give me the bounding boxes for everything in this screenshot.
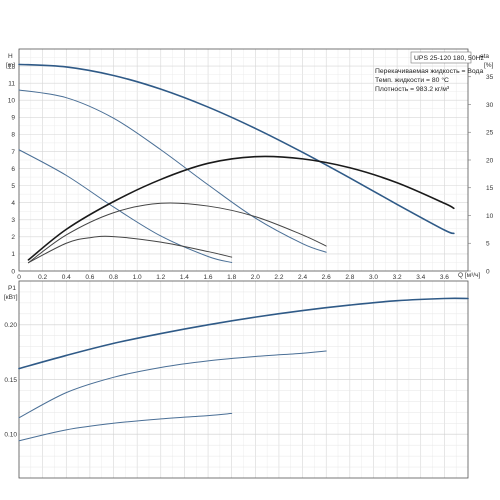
power-grid [18, 281, 468, 478]
power-curve-2 [18, 412, 233, 442]
power-curve-1 [18, 350, 327, 419]
y-tick-label: 12 [8, 63, 16, 70]
y2-tick-label: 20 [486, 157, 494, 164]
y-tick-label: 10 [8, 98, 16, 105]
y-tick-label: 6 [11, 166, 15, 173]
y-tick-label: 2 [11, 234, 15, 241]
x-tick-label: 1.2 [156, 274, 165, 281]
x-tick-label: 3.0 [369, 274, 378, 281]
x-tick-label: 0.2 [38, 274, 47, 281]
power-y-tick-label: 0.10 [4, 432, 17, 439]
power-tick-labels: 0.10 0.15 0.20 [4, 322, 17, 438]
x-tick-label: 2.6 [322, 274, 331, 281]
chart-title: UPS 25-120 180, 50Hz [414, 55, 485, 62]
info-line-density: Плотность = 983.2 кг/м³ [375, 86, 450, 93]
y2-axis-label: eta [480, 53, 489, 60]
x-tick-label: 0.8 [109, 274, 118, 281]
y2-tick-label: 5 [486, 241, 490, 248]
x-tick-label: 2.8 [345, 274, 354, 281]
info-line-fluid: Перекачиваемая жидкость = Вода [375, 68, 484, 75]
y2-tick-label: 0 [486, 268, 490, 275]
y-tick-label: 11 [8, 80, 15, 87]
y-axis-label: H [8, 53, 13, 60]
y2-tick-label: 25 [486, 130, 494, 137]
title-box [410, 51, 472, 64]
power-panel: 0.10 0.15 0.20 P1 [кВт] [4, 280, 469, 479]
head-curve-2 [18, 149, 233, 263]
efficiency-curve-5 [27, 235, 233, 264]
power-curve-0 [18, 297, 469, 370]
x-tick-label: 3.6 [440, 274, 449, 281]
x-tick-label: 0 [17, 274, 21, 281]
efficiency-curve-4 [27, 202, 327, 264]
y-axis-unit: [m] [6, 62, 15, 69]
y-tick-label: 7 [11, 149, 15, 156]
y2-tick-label: 35 [486, 74, 494, 81]
y-tick-label: 4 [11, 200, 15, 207]
y-tick-label: 1 [11, 251, 15, 258]
head-curve-0 [18, 63, 455, 235]
x-tick-label: 2.0 [251, 274, 260, 281]
y2-tick-label: 15 [486, 185, 494, 192]
y2-axis-unit: [%] [484, 62, 494, 69]
y-tick-label: 8 [11, 132, 15, 139]
x-tick-label: 3.4 [416, 274, 425, 281]
power-plot-frame [18, 280, 469, 479]
power-axis-unit: [кВт] [4, 294, 18, 301]
power-axis-label: P1 [8, 285, 16, 292]
power-y-tick-label: 0.15 [4, 377, 17, 384]
power-curves [18, 297, 469, 442]
y-tick-label: 9 [11, 115, 15, 122]
head-tick-labels: 0 0.2 0.4 0.6 0.8 1.0 1.2 1.4 1.6 1.8 2.0 2.2 2.4 2.6… [8, 63, 494, 281]
head-curve-1 [18, 89, 327, 253]
x-axis-label: Q [м³/ч] [458, 272, 480, 279]
y2-tick-label: 30 [486, 102, 494, 109]
x-tick-label: 1.4 [180, 274, 189, 281]
info-line-temperature: Темп. жидкости = 80 °C [375, 76, 449, 84]
x-tick-label: 0.4 [62, 274, 71, 281]
x-tick-label: 3.2 [393, 274, 402, 281]
x-tick-label: 2.2 [274, 274, 283, 281]
y-tick-label: 3 [11, 217, 15, 224]
x-tick-label: 1.0 [133, 274, 142, 281]
efficiency-curve-3 [27, 155, 455, 261]
y-tick-label: 0 [11, 268, 15, 275]
x-tick-label: 1.8 [227, 274, 236, 281]
y2-tick-label: 10 [486, 213, 494, 220]
x-tick-label: 0.6 [85, 274, 94, 281]
power-y-tick-label: 0.20 [4, 322, 17, 329]
head-efficiency-curves [18, 63, 455, 264]
x-tick-label: 2.4 [298, 274, 307, 281]
x-tick-label: 1.6 [204, 274, 213, 281]
y-tick-label: 5 [11, 183, 15, 190]
